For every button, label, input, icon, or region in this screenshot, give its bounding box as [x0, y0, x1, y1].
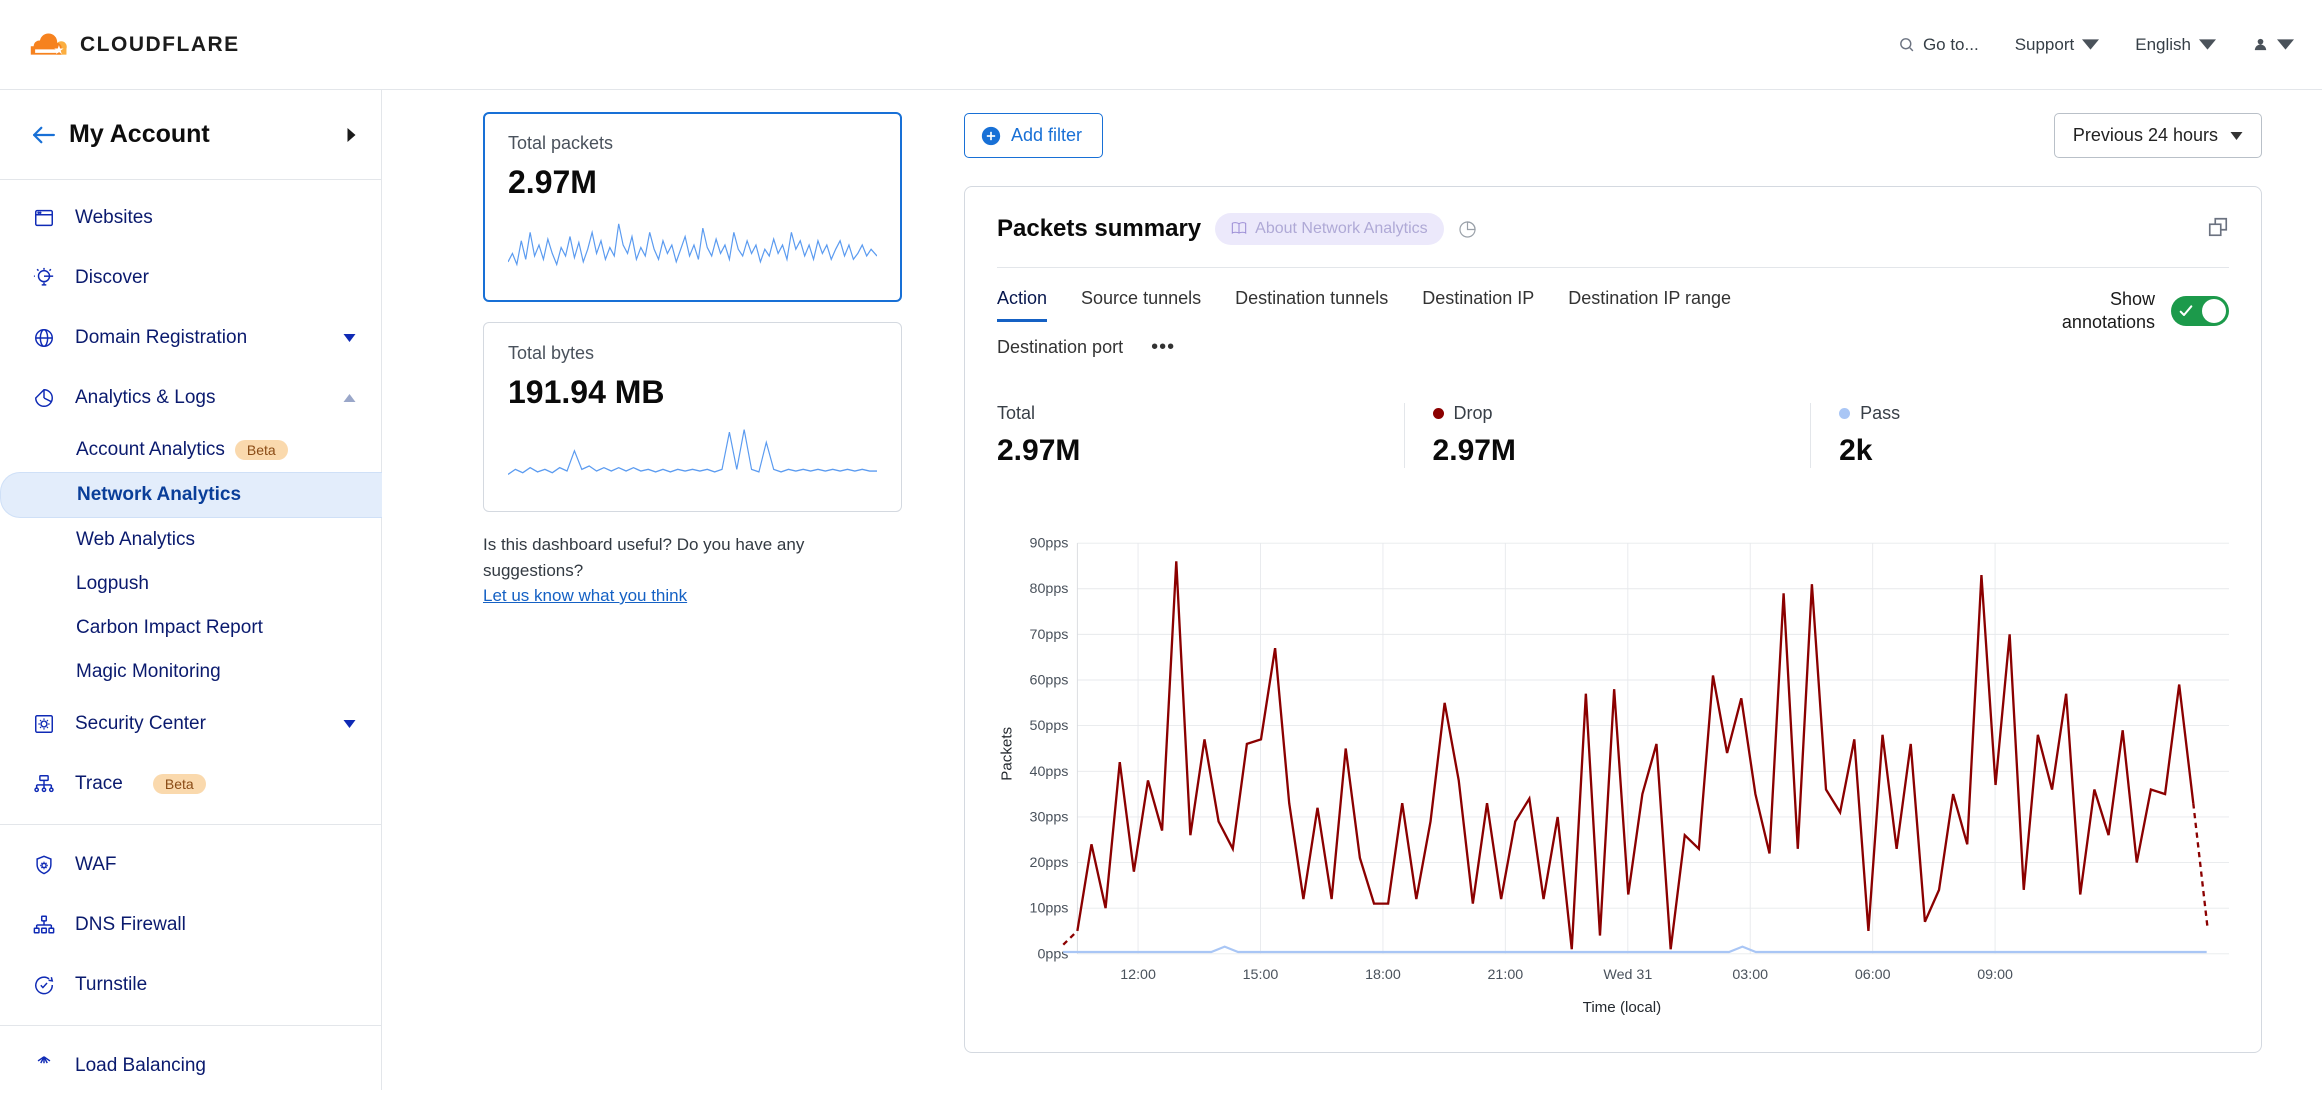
svg-text:18:00: 18:00: [1365, 967, 1401, 983]
svg-text:60pps: 60pps: [1030, 672, 1069, 688]
svg-text:10pps: 10pps: [1030, 901, 1069, 917]
svg-text:40pps: 40pps: [1030, 764, 1069, 780]
svg-text:Packets: Packets: [998, 726, 1015, 780]
svg-text:06:00: 06:00: [1855, 967, 1891, 983]
svg-text:Time (local): Time (local): [1583, 999, 1662, 1016]
svg-text:0pps: 0pps: [1037, 946, 1068, 962]
svg-text:Wed 31: Wed 31: [1603, 967, 1652, 983]
svg-text:03:00: 03:00: [1732, 967, 1768, 983]
svg-text:21:00: 21:00: [1487, 967, 1523, 983]
svg-text:90pps: 90pps: [1030, 536, 1069, 552]
svg-text:70pps: 70pps: [1030, 627, 1069, 643]
svg-text:30pps: 30pps: [1030, 809, 1069, 825]
svg-text:50pps: 50pps: [1030, 718, 1069, 734]
svg-text:15:00: 15:00: [1243, 967, 1279, 983]
svg-text:80pps: 80pps: [1030, 581, 1069, 597]
svg-text:09:00: 09:00: [1977, 967, 2013, 983]
svg-text:20pps: 20pps: [1030, 855, 1069, 871]
svg-text:12:00: 12:00: [1120, 967, 1156, 983]
